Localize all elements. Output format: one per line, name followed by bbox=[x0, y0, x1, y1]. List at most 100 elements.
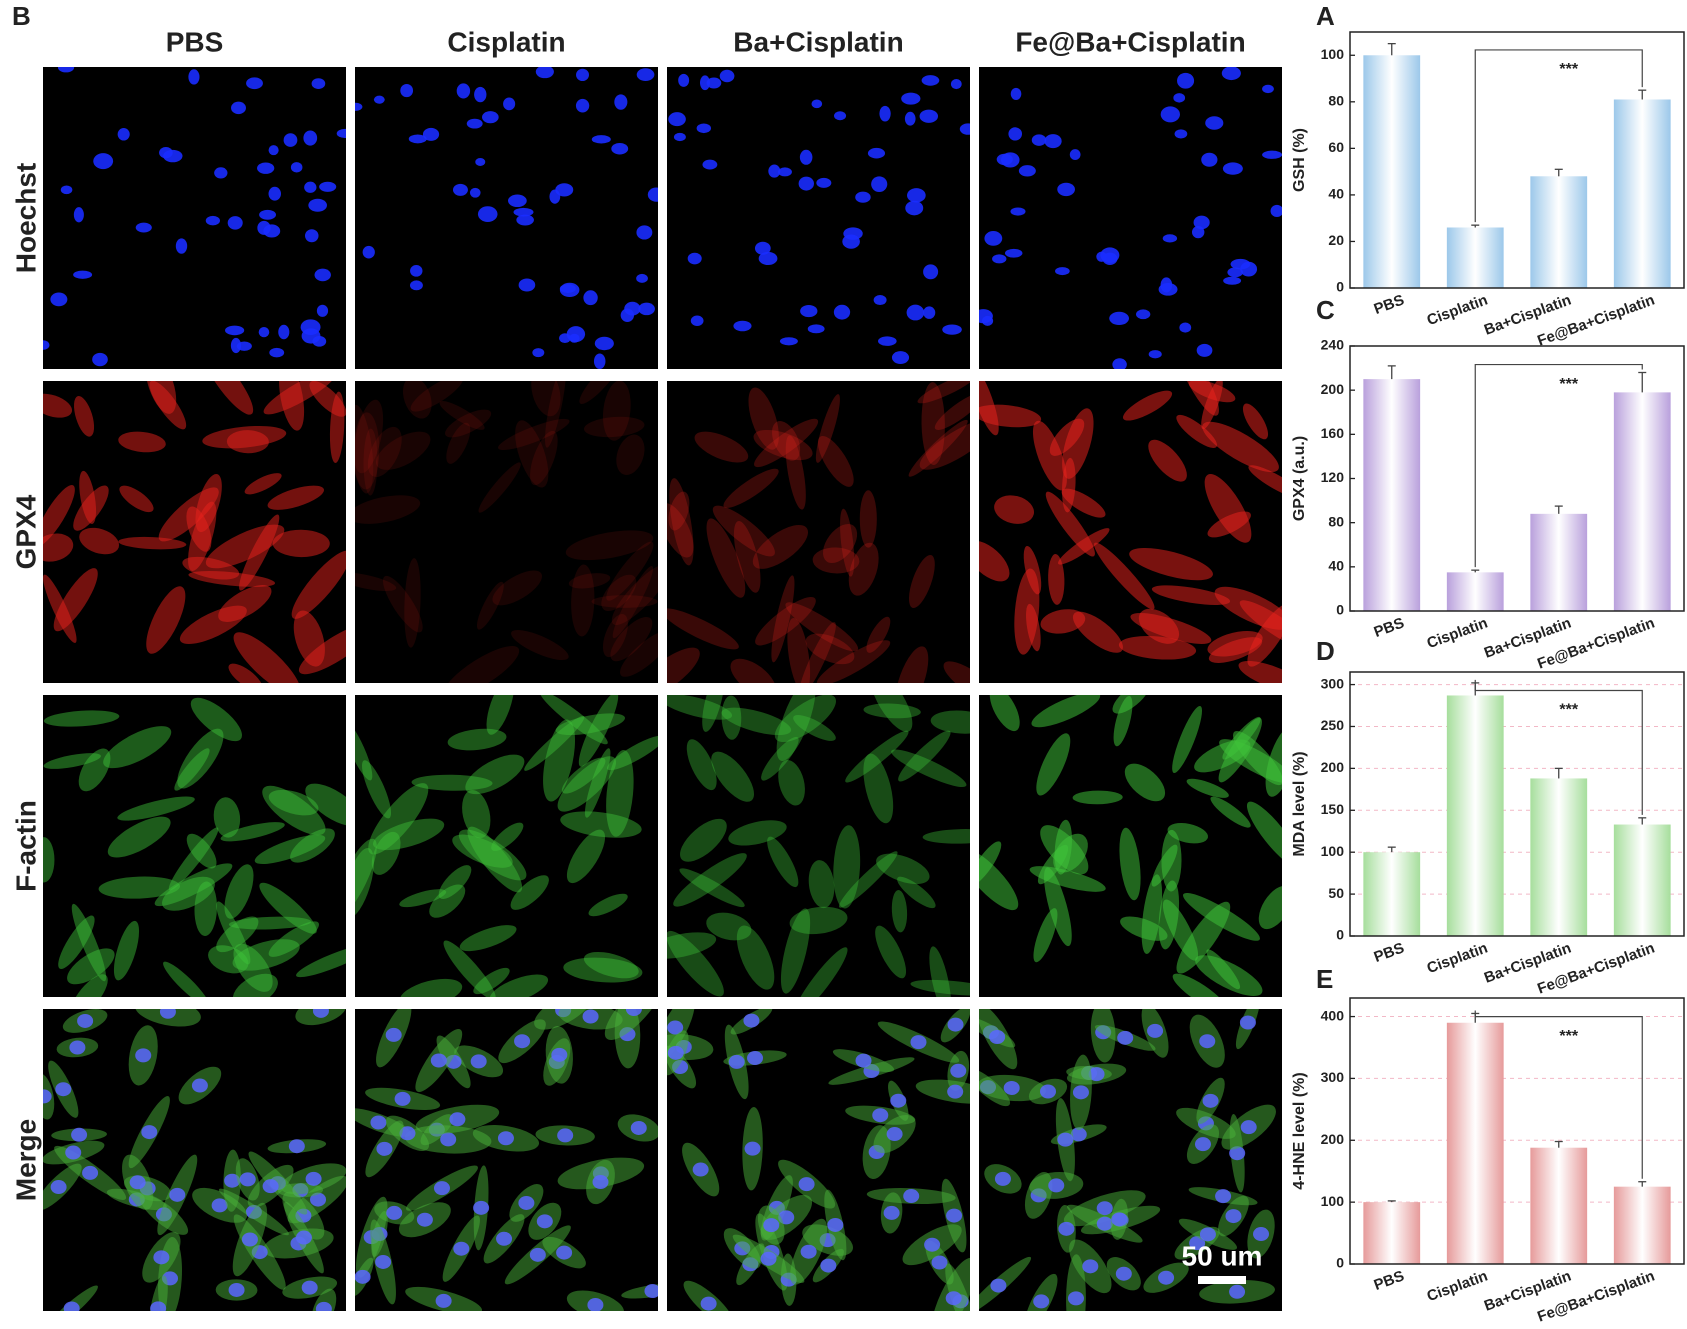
nucleus bbox=[591, 135, 611, 144]
nucleus bbox=[1196, 343, 1213, 357]
nucleus bbox=[1070, 1127, 1087, 1142]
cell bbox=[612, 565, 654, 639]
cell bbox=[606, 541, 654, 601]
nucleus bbox=[1239, 1015, 1256, 1030]
nucleus bbox=[611, 142, 629, 155]
cell bbox=[789, 906, 848, 935]
nucleus bbox=[566, 326, 586, 343]
nucleus bbox=[575, 98, 590, 113]
cell bbox=[213, 797, 241, 838]
cell bbox=[290, 828, 335, 863]
cell bbox=[263, 381, 337, 415]
cell bbox=[679, 868, 745, 908]
nucleus bbox=[268, 145, 279, 156]
cell bbox=[239, 514, 280, 591]
nucleus bbox=[514, 1034, 531, 1049]
cell bbox=[1053, 833, 1088, 873]
cells bbox=[355, 1009, 658, 1311]
nucleus bbox=[868, 1145, 885, 1160]
nucleus bbox=[422, 127, 440, 141]
x-tick-label: PBS bbox=[1372, 940, 1407, 967]
cell bbox=[228, 916, 312, 930]
nucleus bbox=[819, 1233, 836, 1248]
column-header: PBS bbox=[166, 26, 224, 57]
nucleus bbox=[551, 1047, 568, 1062]
cell bbox=[539, 695, 608, 745]
axis-frame bbox=[1349, 997, 1685, 1265]
cell bbox=[667, 503, 694, 558]
cell bbox=[787, 617, 811, 683]
scale-bar-label: 50 um bbox=[1182, 1240, 1263, 1271]
nucleus bbox=[990, 1278, 1007, 1293]
cell bbox=[1176, 414, 1218, 448]
nucleus bbox=[316, 304, 329, 317]
cell bbox=[728, 820, 787, 846]
nucleus bbox=[687, 252, 702, 265]
nucleus bbox=[245, 1204, 262, 1219]
micrograph-tile bbox=[43, 695, 346, 997]
nucleus bbox=[728, 1054, 745, 1069]
cell bbox=[583, 951, 639, 979]
cell bbox=[399, 889, 447, 908]
nucleus bbox=[980, 1080, 997, 1095]
nucleus bbox=[305, 1171, 322, 1186]
nucleus bbox=[1111, 1212, 1128, 1227]
nucleus bbox=[141, 1125, 158, 1140]
nucleus bbox=[1148, 350, 1162, 359]
nucleus bbox=[231, 101, 246, 115]
y-tick-label: 200 bbox=[1321, 1131, 1345, 1147]
cell bbox=[694, 431, 749, 463]
cell bbox=[476, 581, 504, 630]
nucleus bbox=[871, 176, 888, 193]
cell bbox=[591, 595, 658, 608]
cell bbox=[363, 428, 378, 496]
significance-bracket bbox=[1474, 1010, 1643, 1179]
cell bbox=[772, 421, 801, 461]
y-tick-label: 300 bbox=[1321, 1069, 1345, 1085]
nucleus bbox=[820, 1258, 837, 1273]
y-tick-label: 100 bbox=[1321, 1193, 1345, 1209]
nucleus bbox=[188, 69, 200, 85]
cell bbox=[793, 947, 848, 997]
cell bbox=[620, 630, 658, 677]
cell bbox=[1119, 827, 1141, 901]
cell bbox=[446, 422, 471, 464]
nucleus bbox=[1174, 129, 1188, 139]
x-tick-label: Cisplatin bbox=[1425, 940, 1490, 978]
cell bbox=[43, 393, 73, 418]
cell bbox=[602, 613, 628, 658]
nucleus bbox=[175, 238, 188, 254]
nucleus bbox=[625, 1009, 642, 1017]
cell bbox=[438, 865, 472, 900]
cell bbox=[584, 748, 611, 818]
y-tick-label: 100 bbox=[1321, 843, 1345, 859]
nucleus bbox=[905, 200, 924, 216]
y-axis-label: MDA level (%) bbox=[1291, 751, 1308, 856]
nucleus bbox=[315, 1301, 332, 1311]
cell bbox=[439, 401, 485, 430]
nucleus bbox=[117, 128, 130, 141]
cell bbox=[279, 381, 305, 431]
row-label: F-actin bbox=[10, 800, 41, 892]
cell bbox=[721, 695, 742, 740]
nucleus bbox=[779, 337, 798, 346]
nucleus bbox=[950, 79, 962, 90]
nucleus bbox=[82, 1165, 99, 1180]
nucleus bbox=[241, 1232, 258, 1247]
nucleus bbox=[754, 241, 771, 255]
column-header: Ba+Cisplatin bbox=[733, 26, 903, 57]
nucleus bbox=[931, 1255, 948, 1270]
nucleus bbox=[65, 1145, 82, 1160]
cell bbox=[174, 748, 210, 791]
cell bbox=[515, 420, 549, 488]
nucleus bbox=[355, 1269, 371, 1284]
significance-label: *** bbox=[1559, 61, 1578, 78]
nucleus bbox=[733, 320, 752, 332]
cell bbox=[410, 381, 464, 412]
y-tick-label: 40 bbox=[1328, 186, 1344, 202]
nucleus bbox=[453, 1241, 470, 1256]
nucleus bbox=[667, 1045, 684, 1060]
cell bbox=[606, 735, 658, 771]
nucleus bbox=[667, 1020, 684, 1035]
